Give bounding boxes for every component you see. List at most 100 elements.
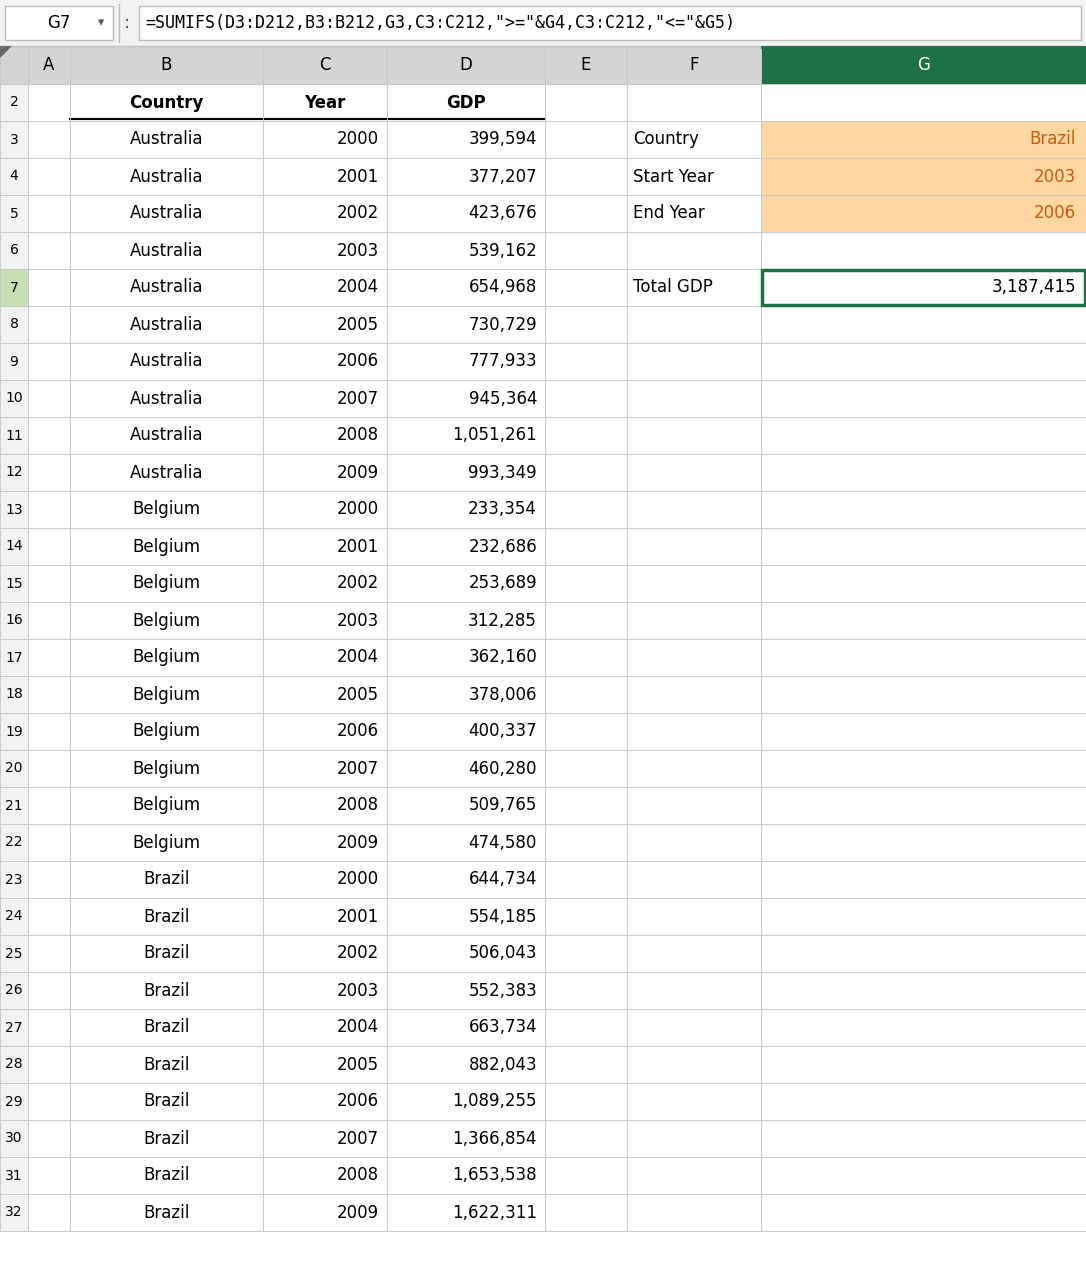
Text: Total GDP: Total GDP	[633, 278, 712, 296]
Bar	[0, 602, 28, 639]
Bar	[0, 861, 28, 898]
Text: Australia: Australia	[129, 168, 203, 186]
Bar	[627, 751, 761, 786]
Bar	[28, 1046, 70, 1083]
Text: 25: 25	[5, 947, 23, 961]
Text: 2007: 2007	[337, 1129, 379, 1147]
Bar	[0, 676, 28, 713]
Text: 28: 28	[5, 1057, 23, 1071]
Bar	[28, 158, 70, 195]
Bar	[387, 898, 545, 935]
Bar	[263, 1046, 387, 1083]
Bar	[545, 83, 627, 121]
Bar	[387, 343, 545, 380]
Text: 16: 16	[5, 613, 23, 627]
Bar	[0, 898, 28, 935]
Text: 312,285: 312,285	[468, 612, 536, 630]
Bar	[70, 639, 263, 676]
Text: Belgium: Belgium	[132, 760, 201, 777]
Text: 5: 5	[10, 207, 18, 221]
Text: Brazil: Brazil	[143, 1166, 190, 1184]
Bar	[761, 343, 1086, 380]
Text: 27: 27	[5, 1020, 23, 1034]
Bar	[70, 1157, 263, 1194]
Text: Start Year: Start Year	[633, 168, 714, 186]
Bar	[0, 1046, 28, 1083]
Bar	[387, 380, 545, 417]
Text: Belgium: Belgium	[132, 722, 201, 740]
Bar	[70, 751, 263, 786]
Bar	[761, 898, 1086, 935]
Bar	[28, 269, 70, 307]
Bar	[761, 454, 1086, 491]
Text: 23: 23	[5, 872, 23, 887]
Bar	[0, 417, 28, 454]
Bar	[70, 861, 263, 898]
Bar	[263, 602, 387, 639]
Text: 554,185: 554,185	[468, 907, 536, 925]
Bar	[28, 1194, 70, 1230]
Bar	[387, 676, 545, 713]
Bar	[70, 195, 263, 232]
Text: 644,734: 644,734	[468, 870, 536, 889]
Text: 2001: 2001	[337, 168, 379, 186]
Bar	[761, 935, 1086, 973]
Bar	[762, 269, 1085, 305]
Bar	[627, 232, 761, 269]
Bar	[761, 973, 1086, 1008]
Text: 2002: 2002	[337, 204, 379, 222]
Text: 993,349: 993,349	[468, 463, 536, 481]
Text: Year: Year	[304, 94, 345, 112]
Bar	[70, 676, 263, 713]
Bar	[263, 973, 387, 1008]
Text: B: B	[161, 56, 173, 74]
Bar	[387, 861, 545, 898]
Bar	[761, 121, 1086, 158]
Bar	[761, 46, 1086, 83]
Bar	[761, 713, 1086, 751]
Bar	[70, 343, 263, 380]
Text: Australia: Australia	[129, 426, 203, 444]
Bar	[387, 565, 545, 602]
Bar	[28, 565, 70, 602]
Text: 945,364: 945,364	[468, 390, 536, 408]
Bar	[545, 713, 627, 751]
Bar	[263, 751, 387, 786]
Bar	[263, 46, 387, 83]
Text: 26: 26	[5, 984, 23, 997]
Text: Belgium: Belgium	[132, 648, 201, 666]
Bar	[545, 1008, 627, 1046]
Text: 399,594: 399,594	[468, 131, 536, 149]
Text: 253,689: 253,689	[468, 575, 536, 593]
Bar	[0, 83, 28, 121]
Bar	[70, 454, 263, 491]
Bar	[545, 417, 627, 454]
Bar	[0, 1008, 28, 1046]
Bar	[0, 1120, 28, 1157]
Bar	[263, 565, 387, 602]
Bar	[545, 158, 627, 195]
Text: 2003: 2003	[337, 981, 379, 999]
Text: Belgium: Belgium	[132, 612, 201, 630]
Bar	[545, 676, 627, 713]
Bar	[627, 1120, 761, 1157]
Text: 2000: 2000	[337, 500, 379, 518]
Bar	[70, 1008, 263, 1046]
Text: 18: 18	[5, 688, 23, 702]
Bar	[0, 1083, 28, 1120]
Bar	[263, 232, 387, 269]
Bar	[263, 83, 387, 121]
Text: 2006: 2006	[337, 722, 379, 740]
Bar	[0, 786, 28, 824]
Text: 19: 19	[5, 725, 23, 739]
Bar	[627, 602, 761, 639]
Bar	[28, 491, 70, 529]
Text: Brazil: Brazil	[143, 1019, 190, 1037]
Text: Brazil: Brazil	[143, 907, 190, 925]
Bar	[70, 46, 263, 83]
Text: 30: 30	[5, 1132, 23, 1146]
Bar	[627, 713, 761, 751]
Bar	[28, 232, 70, 269]
Bar	[545, 491, 627, 529]
Text: 32: 32	[5, 1206, 23, 1220]
